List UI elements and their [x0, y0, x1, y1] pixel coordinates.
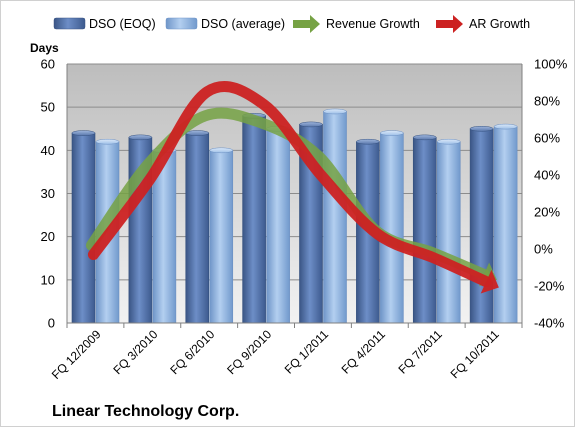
- y-tick-label: 50: [41, 100, 55, 115]
- bar-cap-dso-eoq-fq-10-2011: [469, 126, 494, 132]
- bar-dso-average-fq-7-2011: [436, 141, 461, 324]
- y2-tick-label: 60%: [534, 131, 560, 146]
- bar-dso-average-fq-4-2011: [380, 132, 404, 324]
- company-name: Linear Technology Corp.: [52, 403, 239, 420]
- y-tick-label: 20: [41, 229, 55, 244]
- y2-tick-label: 100%: [534, 57, 568, 72]
- bar-cap-dso-average-fq-1-2011: [323, 108, 347, 115]
- legend-item-dso-eoq: DSO (EOQ): [53, 17, 156, 31]
- y-axis-title: Days: [30, 41, 59, 55]
- bar-cap-dso-average-fq-10-2011: [493, 123, 518, 130]
- legend-label-ar-growth: AR Growth: [469, 17, 530, 31]
- y2-tick-label: 0%: [534, 242, 553, 257]
- bar-dso-average-fq-9-2010: [266, 128, 290, 324]
- bar-cap-dso-eoq-fq-3-2010: [128, 134, 153, 141]
- bar-cap-dso-eoq-fq-6-2010: [185, 130, 209, 136]
- bar-cap-dso-average-fq-12-2009: [95, 138, 120, 145]
- x-tick-label: FQ 12/2009: [49, 327, 104, 382]
- growth-lines: [85, 81, 499, 294]
- legend: DSO (EOQ) DSO (average) Revenue Growth A…: [53, 15, 530, 33]
- bar-cap-dso-average-fq-7-2011: [437, 138, 461, 145]
- legend-item-dso-average: DSO (average): [165, 17, 285, 31]
- bar-dso-eoq-fq-10-2011: [469, 128, 494, 324]
- y-tick-label: 40: [41, 143, 55, 158]
- axes: [66, 64, 523, 328]
- bar-dso-eoq-fq-12-2009: [71, 132, 96, 324]
- legend-label-revenue-growth: Revenue Growth: [326, 17, 420, 31]
- x-tick-label: FQ 7/2011: [395, 327, 445, 377]
- bar-dso-eoq-fq-7-2011: [412, 137, 437, 324]
- line-ar-growth: [87, 81, 492, 288]
- x-tick-label: FQ 1/2011: [282, 327, 332, 377]
- y2-tick-label: 40%: [534, 168, 560, 183]
- bar-dso-eoq-fq-6-2010: [185, 132, 210, 324]
- bar-cap-dso-eoq-fq-1-2011: [299, 121, 323, 128]
- x-tick-label: FQ 6/2010: [167, 327, 217, 377]
- y2-tick-label: 80%: [534, 94, 560, 109]
- arrowhead-ar-growth: [480, 269, 499, 294]
- y-tick-label: 30: [41, 186, 55, 201]
- bars: [71, 108, 518, 324]
- y-tick-label: 60: [41, 57, 55, 72]
- x-tick-label: FQ 4/2011: [339, 327, 389, 377]
- y-tick-label: 0: [48, 316, 55, 331]
- legend-arrow-revenue-growth: [293, 15, 320, 33]
- y2-tick-label: -20%: [534, 279, 565, 294]
- bar-cap-dso-eoq-fq-7-2011: [413, 134, 437, 141]
- y2-tick-label: -40%: [534, 316, 565, 331]
- legend-item-ar-growth: AR Growth: [436, 15, 530, 33]
- bar-cap-dso-eoq-fq-4-2011: [356, 138, 380, 145]
- bar-dso-average-fq-6-2010: [209, 150, 234, 324]
- bar-cap-dso-eoq-fq-12-2009: [71, 130, 96, 136]
- legend-label-dso-average: DSO (average): [201, 17, 285, 31]
- legend-swatch-dso-eoq: [53, 17, 86, 30]
- legend-arrow-ar-growth: [436, 15, 463, 33]
- x-tick-label: FQ 3/2010: [110, 327, 160, 377]
- legend-label-dso-eoq: DSO (EOQ): [89, 17, 156, 31]
- bar-cap-dso-average-fq-6-2010: [209, 147, 233, 154]
- legend-swatch-dso-average: [165, 17, 198, 30]
- legend-item-revenue-growth: Revenue Growth: [293, 15, 420, 33]
- bar-dso-average-fq-10-2011: [493, 126, 518, 324]
- x-tick-label: FQ 10/2011: [448, 327, 502, 381]
- bar-cap-dso-average-fq-4-2011: [380, 130, 404, 136]
- y2-tick-label: 20%: [534, 205, 560, 220]
- bar-dso-average-fq-1-2011: [323, 111, 347, 324]
- y-tick-label: 10: [41, 272, 55, 287]
- bar-dso-eoq-fq-9-2010: [242, 115, 266, 324]
- x-tick-label: FQ 9/2010: [224, 327, 274, 377]
